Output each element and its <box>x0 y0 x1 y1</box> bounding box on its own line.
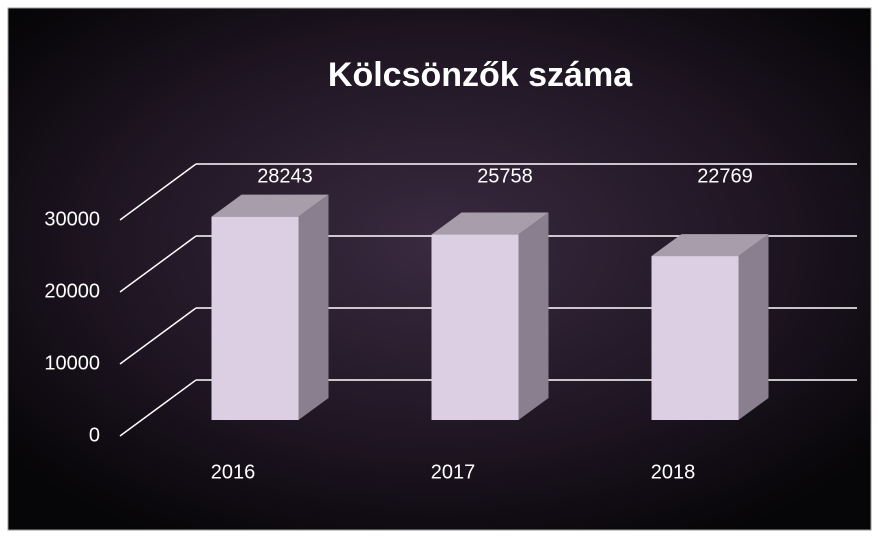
grid-line <box>119 163 197 221</box>
x-tick-label: 2018 <box>651 461 696 483</box>
grid-line <box>119 379 197 437</box>
bar <box>211 216 299 420</box>
bar-side <box>298 194 329 420</box>
x-tick-label: 2016 <box>211 461 256 483</box>
bar-top <box>431 212 549 235</box>
grid-line <box>119 235 197 293</box>
y-tick-label: 0 <box>89 424 100 446</box>
bar <box>431 234 519 420</box>
y-tick-label: 30000 <box>44 208 100 230</box>
bar-side <box>738 234 769 420</box>
bar-top <box>211 194 329 217</box>
value-label: 22769 <box>697 165 753 187</box>
value-label: 28243 <box>257 165 313 187</box>
grid-line <box>119 307 197 365</box>
bar-top <box>651 234 769 257</box>
chart-title: Kölcsönzők száma <box>328 56 633 94</box>
value-label: 25758 <box>477 165 533 187</box>
bar <box>651 256 739 420</box>
y-tick-label: 10000 <box>44 352 100 374</box>
y-tick-label: 20000 <box>44 280 100 302</box>
x-tick-label: 2017 <box>431 461 476 483</box>
bar-side <box>518 212 549 420</box>
